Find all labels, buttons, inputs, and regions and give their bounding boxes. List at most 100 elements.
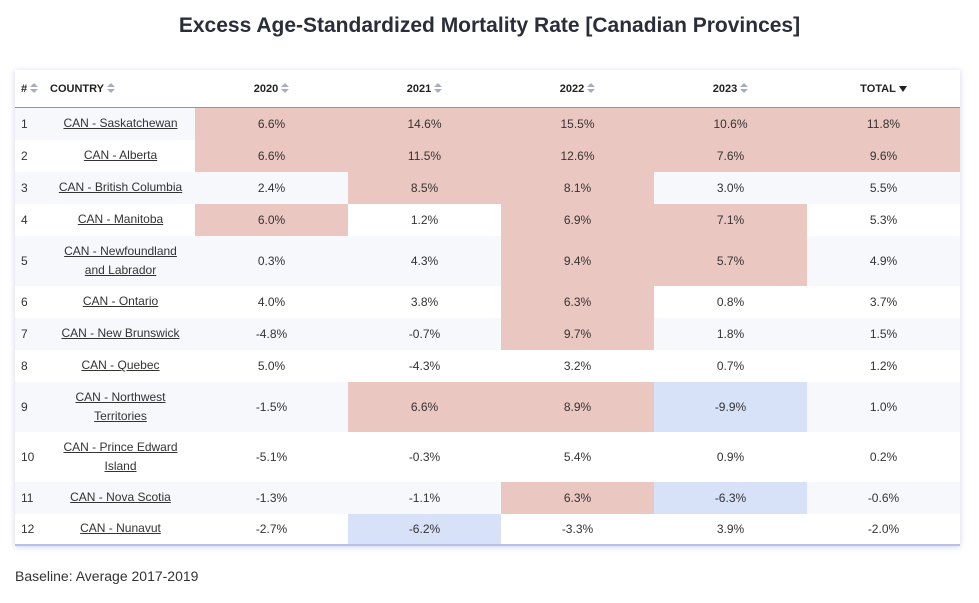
sort-descending-icon[interactable] <box>898 85 907 92</box>
country-link[interactable]: CAN - Saskatchewan <box>63 116 178 131</box>
value-cell-2022: 15.5% <box>501 107 654 140</box>
value-cell-2021: -1.1% <box>348 481 501 514</box>
table-row: 10 CAN - Prince Edward Island -5.1% -0.3… <box>15 431 960 482</box>
rank-cell: 9 <box>15 381 46 432</box>
value-cell-2020: 6.0% <box>195 203 348 236</box>
country-link[interactable]: CAN - Alberta <box>83 148 158 162</box>
value-cell-2020: -1.3% <box>195 481 348 514</box>
country-link[interactable]: CAN - Prince Edward Island <box>63 439 178 473</box>
value-cell-total: 4.9% <box>807 235 960 286</box>
value-cell-total: 1.5% <box>807 317 960 350</box>
header-2020[interactable]: 2020 <box>195 70 348 108</box>
table-row: 12 CAN - Nunavut -2.7% -6.2% -3.3% 3.9% … <box>15 513 960 544</box>
country-link[interactable]: CAN - British Columbia <box>58 180 183 194</box>
value-cell-2021: 8.5% <box>348 171 501 204</box>
sort-icon[interactable] <box>281 83 290 94</box>
value-cell-total: 0.2% <box>807 431 960 482</box>
value-cell-total: 1.2% <box>807 349 960 382</box>
value-cell-2023: 0.7% <box>654 349 807 382</box>
value-cell-total: 11.8% <box>807 107 960 140</box>
value-cell-2023: 10.6% <box>654 107 807 140</box>
value-cell-2020: 6.6% <box>195 139 348 172</box>
header-2023-label: 2023 <box>712 82 738 95</box>
header-2020-label: 2020 <box>253 82 279 95</box>
sort-icon[interactable] <box>434 83 443 94</box>
value-cell-2021: -0.3% <box>348 431 501 482</box>
value-cell-2023: -6.3% <box>654 481 807 514</box>
header-2022-label: 2022 <box>559 82 585 95</box>
value-cell-2022: 9.7% <box>501 317 654 350</box>
header-2023[interactable]: 2023 <box>654 70 807 108</box>
value-cell-2020: -4.8% <box>195 317 348 350</box>
header-2022[interactable]: 2022 <box>501 70 654 108</box>
value-cell-2023: 0.9% <box>654 431 807 482</box>
country-cell: CAN - Ontario <box>46 285 195 318</box>
table-row: 3 CAN - British Columbia 2.4% 8.5% 8.1% … <box>15 171 960 204</box>
table-row: 2 CAN - Alberta 6.6% 11.5% 12.6% 7.6% 9.… <box>15 139 960 172</box>
value-cell-2020: 5.0% <box>195 349 348 382</box>
value-cell-2023: 5.7% <box>654 235 807 286</box>
value-cell-total: 5.5% <box>807 171 960 204</box>
header-rank[interactable]: # <box>15 70 46 108</box>
sort-icon[interactable] <box>106 83 115 94</box>
country-cell: CAN - Manitoba <box>46 203 195 236</box>
header-2021-label: 2021 <box>406 82 432 95</box>
table-row: 11 CAN - Nova Scotia -1.3% -1.1% 6.3% -6… <box>15 481 960 514</box>
table-row: 6 CAN - Ontario 4.0% 3.8% 6.3% 0.8% 3.7% <box>15 285 960 318</box>
mortality-table: # COUNTRY 2020 2021 2022 2023 TOTAL 1 CA… <box>15 70 960 544</box>
value-cell-2022: 9.4% <box>501 235 654 286</box>
rank-cell: 7 <box>15 317 46 350</box>
country-cell: CAN - Nunavut <box>46 513 195 544</box>
country-link[interactable]: CAN - Newfoundland and Labrador <box>64 243 177 277</box>
country-link[interactable]: CAN - Northwest Territories <box>75 389 166 423</box>
mortality-table-container: # COUNTRY 2020 2021 2022 2023 TOTAL 1 CA… <box>15 70 960 546</box>
value-cell-2021: 4.3% <box>348 235 501 286</box>
sort-icon[interactable] <box>740 83 749 94</box>
baseline-note: Baseline: Average 2017-2019 <box>15 568 199 584</box>
country-cell: CAN - Quebec <box>46 349 195 382</box>
table-row: 5 CAN - Newfoundland and Labrador 0.3% 4… <box>15 235 960 286</box>
value-cell-2023: 3.0% <box>654 171 807 204</box>
country-link[interactable]: CAN - New Brunswick <box>61 326 180 340</box>
value-cell-2023: 7.1% <box>654 203 807 236</box>
value-cell-2023: -9.9% <box>654 381 807 432</box>
value-cell-2022: 6.9% <box>501 203 654 236</box>
value-cell-2022: 6.3% <box>501 285 654 318</box>
value-cell-2023: 7.6% <box>654 139 807 172</box>
country-link[interactable]: CAN - Nova Scotia <box>70 490 171 504</box>
country-link[interactable]: CAN - Ontario <box>82 294 159 308</box>
value-cell-2022: 6.3% <box>501 481 654 514</box>
table-row: 4 CAN - Manitoba 6.0% 1.2% 6.9% 7.1% 5.3… <box>15 203 960 236</box>
value-cell-2021: 3.8% <box>348 285 501 318</box>
value-cell-2020: -5.1% <box>195 431 348 482</box>
value-cell-2020: 2.4% <box>195 171 348 204</box>
country-cell: CAN - Saskatchewan <box>46 107 195 140</box>
value-cell-2021: 6.6% <box>348 381 501 432</box>
rank-cell: 11 <box>15 481 46 514</box>
country-cell: CAN - Newfoundland and Labrador <box>46 235 195 286</box>
rank-cell: 3 <box>15 171 46 204</box>
rank-cell: 5 <box>15 235 46 286</box>
table-row: 8 CAN - Quebec 5.0% -4.3% 3.2% 0.7% 1.2% <box>15 349 960 382</box>
header-total[interactable]: TOTAL <box>807 70 960 108</box>
value-cell-2020: 0.3% <box>195 235 348 286</box>
country-link[interactable]: CAN - Manitoba <box>77 212 164 226</box>
rank-cell: 1 <box>15 107 46 140</box>
value-cell-2022: -3.3% <box>501 513 654 544</box>
value-cell-total: 3.7% <box>807 285 960 318</box>
value-cell-2022: 3.2% <box>501 349 654 382</box>
sort-icon[interactable] <box>30 83 39 94</box>
value-cell-total: 9.6% <box>807 139 960 172</box>
value-cell-2023: 0.8% <box>654 285 807 318</box>
value-cell-2021: 11.5% <box>348 139 501 172</box>
rank-cell: 12 <box>15 513 46 544</box>
value-cell-2020: 6.6% <box>195 107 348 140</box>
value-cell-2020: -1.5% <box>195 381 348 432</box>
country-link[interactable]: CAN - Quebec <box>81 358 160 372</box>
header-2021[interactable]: 2021 <box>348 70 501 108</box>
sort-icon[interactable] <box>587 83 596 94</box>
rank-cell: 2 <box>15 139 46 172</box>
country-link[interactable]: CAN - Nunavut <box>80 521 161 535</box>
rank-cell: 4 <box>15 203 46 236</box>
header-country[interactable]: COUNTRY <box>46 70 195 108</box>
